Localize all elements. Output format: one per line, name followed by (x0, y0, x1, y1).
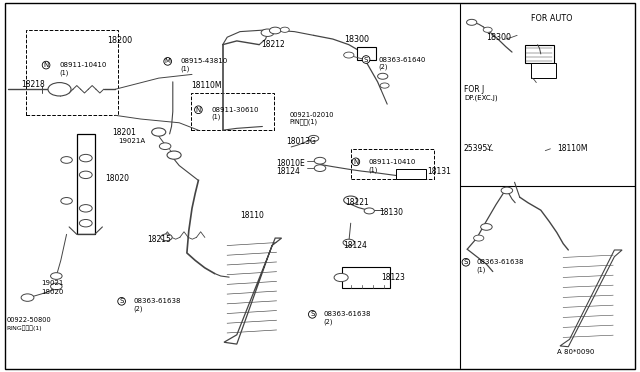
Circle shape (314, 157, 326, 164)
Bar (531, 63, 556, 78)
Text: 18110M: 18110M (191, 81, 221, 90)
Text: 08911-30610: 08911-30610 (211, 107, 259, 113)
Text: FOR J: FOR J (464, 85, 484, 94)
Circle shape (61, 157, 72, 163)
Circle shape (269, 27, 281, 34)
Text: (1): (1) (477, 266, 486, 273)
Circle shape (308, 135, 319, 141)
Text: 18300: 18300 (344, 35, 369, 44)
Circle shape (378, 73, 388, 79)
Circle shape (61, 198, 72, 204)
Text: 18020: 18020 (106, 174, 130, 183)
Text: 08363-61638: 08363-61638 (323, 311, 371, 317)
Text: (1): (1) (369, 166, 378, 173)
Text: 08363-61638: 08363-61638 (477, 259, 524, 265)
Circle shape (261, 29, 274, 36)
Circle shape (344, 196, 358, 204)
Text: 08363-61638: 08363-61638 (133, 298, 180, 304)
Circle shape (364, 208, 374, 214)
Text: (2): (2) (378, 64, 388, 70)
Circle shape (334, 273, 348, 282)
Text: 00921-02010: 00921-02010 (289, 112, 334, 118)
Text: 18123: 18123 (381, 273, 404, 282)
Text: 18110: 18110 (240, 211, 264, 220)
Circle shape (79, 171, 92, 179)
Circle shape (380, 83, 389, 88)
Circle shape (343, 239, 355, 246)
Bar (342, 267, 390, 288)
Text: 08911-10410: 08911-10410 (60, 62, 107, 68)
Circle shape (474, 235, 484, 241)
Bar (351, 149, 434, 179)
Bar (77, 134, 95, 234)
Circle shape (161, 234, 172, 241)
Circle shape (481, 224, 492, 230)
Text: M: M (164, 58, 171, 64)
Circle shape (79, 219, 92, 227)
Text: 08363-61640: 08363-61640 (378, 57, 426, 62)
Circle shape (344, 52, 354, 58)
Text: 18300: 18300 (486, 33, 511, 42)
Text: 19021: 19021 (42, 280, 64, 286)
Text: RINGリング(1): RINGリング(1) (6, 325, 42, 331)
Bar (191, 93, 274, 130)
Text: (2): (2) (133, 305, 143, 312)
Circle shape (152, 128, 166, 136)
Text: A 80*0090: A 80*0090 (557, 349, 594, 355)
Text: 08911-10410: 08911-10410 (369, 159, 416, 165)
Text: 18215: 18215 (147, 235, 171, 244)
Text: 18010E: 18010E (276, 159, 305, 168)
Text: N: N (196, 107, 201, 113)
Circle shape (79, 205, 92, 212)
Text: N: N (44, 62, 49, 68)
Text: (1): (1) (211, 114, 221, 121)
Bar (525, 45, 554, 63)
Text: 18110M: 18110M (557, 144, 588, 153)
Text: 18212: 18212 (261, 40, 285, 49)
Text: 18124: 18124 (276, 167, 300, 176)
Circle shape (51, 273, 62, 279)
Bar (396, 169, 426, 179)
Text: (1): (1) (60, 69, 69, 76)
Circle shape (467, 19, 477, 25)
Circle shape (48, 83, 71, 96)
Text: N: N (353, 159, 358, 165)
Text: 18200: 18200 (108, 36, 132, 45)
Text: 19021A: 19021A (118, 138, 145, 144)
Circle shape (280, 27, 289, 32)
Text: (2): (2) (323, 318, 333, 325)
Circle shape (159, 143, 171, 150)
Text: 18124: 18124 (344, 241, 367, 250)
Text: PINピン(1): PINピン(1) (289, 119, 317, 125)
Text: 08915-43810: 08915-43810 (180, 58, 228, 64)
Circle shape (79, 154, 92, 162)
Text: S: S (464, 259, 468, 265)
Text: 18218: 18218 (21, 80, 45, 89)
Text: 18020: 18020 (42, 289, 64, 295)
Circle shape (167, 151, 181, 159)
Text: (1): (1) (180, 65, 190, 72)
Text: 18131: 18131 (428, 167, 451, 176)
Text: 18201: 18201 (112, 128, 136, 137)
Text: FOR AUTO: FOR AUTO (531, 14, 573, 23)
Text: S: S (310, 311, 314, 317)
Polygon shape (560, 250, 622, 347)
Bar (26, 30, 118, 115)
Text: 18130: 18130 (380, 208, 404, 217)
Text: S: S (120, 298, 124, 304)
Circle shape (51, 283, 62, 290)
Bar (357, 46, 376, 60)
Text: 00922-50800: 00922-50800 (6, 317, 51, 323)
Text: 25395Y: 25395Y (464, 144, 493, 153)
Circle shape (501, 187, 513, 194)
Text: S: S (364, 57, 368, 62)
Text: DP.(EXC.J): DP.(EXC.J) (464, 94, 498, 101)
Polygon shape (224, 238, 282, 344)
Text: 18013G: 18013G (286, 137, 316, 146)
Text: 18121: 18121 (346, 198, 369, 207)
Circle shape (483, 27, 492, 32)
Circle shape (21, 294, 34, 301)
Circle shape (314, 165, 326, 171)
